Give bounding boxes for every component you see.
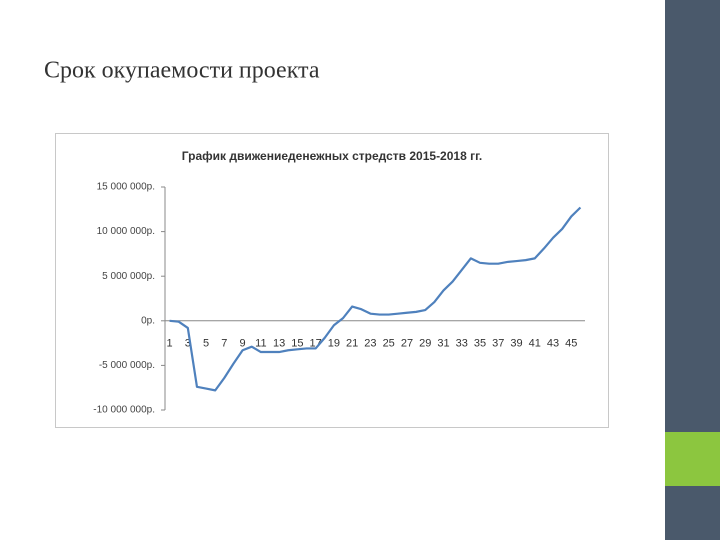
x-tick-label: 25 bbox=[383, 338, 395, 350]
x-tick-label: 39 bbox=[510, 338, 522, 350]
y-tick-label: 5 000 000р. bbox=[102, 271, 155, 282]
x-tick-label: 19 bbox=[328, 338, 340, 350]
x-tick-label: 33 bbox=[456, 338, 468, 350]
x-tick-label: 45 bbox=[565, 338, 577, 350]
x-tick-label: 1 bbox=[167, 338, 173, 350]
y-tick-label: 15 000 000р. bbox=[97, 182, 155, 193]
x-tick-label: 21 bbox=[346, 338, 358, 350]
x-tick-label: 15 bbox=[291, 338, 303, 350]
y-tick-label: 10 000 000р. bbox=[97, 226, 155, 237]
slide-title: Срок окупаемости проекта bbox=[44, 58, 320, 84]
x-tick-label: 17 bbox=[310, 338, 322, 350]
chart-title: График движениеденежных стредств 2015-20… bbox=[182, 149, 482, 163]
y-tick-label: -5 000 000р. bbox=[99, 360, 155, 371]
x-tick-label: 7 bbox=[221, 338, 227, 350]
x-tick-label: 5 bbox=[203, 338, 209, 350]
x-tick-label: 9 bbox=[240, 338, 246, 350]
y-tick-label: -10 000 000р. bbox=[93, 405, 155, 416]
x-tick-label: 43 bbox=[547, 338, 559, 350]
x-tick-label: 41 bbox=[529, 338, 541, 350]
x-tick-label: 11 bbox=[255, 338, 266, 350]
x-tick-label: 23 bbox=[364, 338, 376, 350]
x-tick-label: 13 bbox=[273, 338, 285, 350]
x-tick-label: 29 bbox=[419, 338, 431, 350]
x-tick-label: 37 bbox=[492, 338, 504, 350]
side-accent bbox=[665, 432, 720, 486]
x-tick-label: 27 bbox=[401, 338, 413, 350]
y-tick-label: 0р. bbox=[141, 315, 155, 326]
data-line bbox=[169, 206, 582, 392]
chart-frame bbox=[55, 133, 609, 428]
x-tick-label: 31 bbox=[437, 338, 449, 350]
x-tick-label: 35 bbox=[474, 338, 486, 350]
x-tick-label: 3 bbox=[185, 338, 191, 350]
